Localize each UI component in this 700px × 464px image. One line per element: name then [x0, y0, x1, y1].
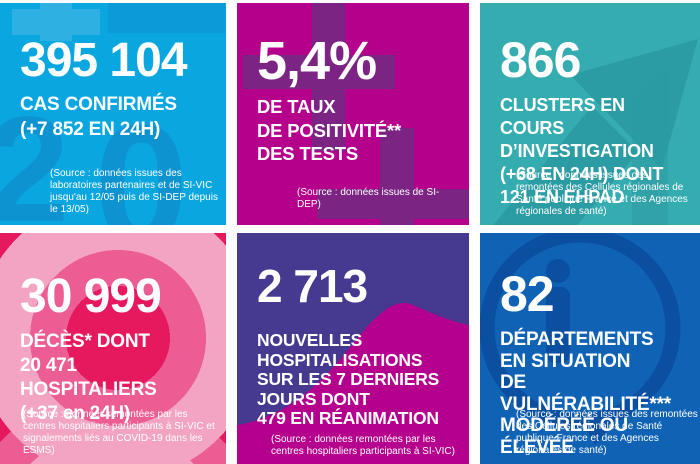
stat-label-line: D’INVESTIGATION — [500, 141, 654, 161]
stat-label: CLUSTERS EN COURS D’INVESTIGATION (+68 E… — [500, 94, 692, 209]
stat-value: 5,4% — [257, 31, 377, 91]
stat-label-line: DE VULNÉRABILITÉ*** — [500, 372, 671, 415]
stat-label-line: 121 EN EHPAD — [500, 187, 625, 207]
stat-label-line: MODÉRÉÉ OU ÉLEVÉE — [500, 415, 628, 458]
stat-label-line: SUR LES 7 DERNIERS — [257, 369, 440, 389]
stat-label: DÉCÈS* DONT 20 471 HOSPITALIERS (+37 en … — [20, 330, 218, 426]
stat-label-line: DE TAUX — [257, 96, 336, 117]
tile-new-hospitalisations: 2 713 NOUVELLES HOSPITALISATIONS SUR LES… — [237, 233, 469, 464]
stat-label-line: (+68 EN 24H) DONT — [500, 164, 664, 184]
stat-label-line: (+37 en 24H) — [20, 403, 131, 424]
tile-clusters: 866 CLUSTERS EN COURS D’INVESTIGATION (+… — [480, 3, 700, 225]
stat-value: 30 999 — [20, 270, 162, 323]
stat-value: 866 — [500, 32, 581, 88]
stat-label-line: EN SITUATION — [500, 350, 631, 372]
stat-label-line: HOSPITALISATIONS — [257, 349, 423, 370]
stat-label-line: DES TESTS — [257, 143, 358, 164]
source-note: (Source : données issues des laboratoire… — [50, 168, 218, 215]
source-note: (Source : données issues des remontées d… — [516, 170, 688, 217]
stat-label: CAS CONFIRMÉS (+7 852 EN 24H) — [20, 92, 218, 142]
stat-label-line: (+7 852 EN 24H) — [20, 119, 161, 140]
source-note: (Source : données issues des remontées d… — [516, 409, 698, 456]
stat-label-line: DÉPARTEMENTS — [500, 329, 654, 350]
stat-label-line: DE POSITIVITÉ** — [257, 119, 402, 141]
tile-vulnerable-departments: 82 DÉPARTEMENTS EN SITUATION DE VULNÉRAB… — [480, 233, 700, 464]
stat-value: 2 713 — [257, 260, 368, 312]
tile-deaths: 30 999 DÉCÈS* DONT 20 471 HOSPITALIERS (… — [0, 233, 226, 464]
stat-value: 82 — [500, 266, 555, 322]
tile-positivity-rate: 5,4% DE TAUX DE POSITIVITÉ** DES TESTS (… — [237, 3, 469, 225]
stat-label-line: 20 471 HOSPITALIERS — [20, 355, 157, 400]
stat-label-line: CAS CONFIRMÉS — [20, 94, 177, 115]
stat-label-line: JOURS DONT — [257, 388, 370, 409]
tile-confirmed-cases: 2 0 395 104 CAS CONFIRMÉS (+7 852 EN 24H… — [0, 3, 226, 225]
stat-value: 395 104 — [20, 34, 188, 87]
stat-label-line: CLUSTERS EN COURS — [500, 95, 625, 138]
stat-label-line: NOUVELLES — [257, 330, 363, 350]
stat-label-line: DÉCÈS* DONT — [20, 331, 150, 352]
source-note: (Source : données remontées par les cent… — [271, 434, 455, 457]
stat-label: NOUVELLES HOSPITALISATIONS SUR LES 7 DER… — [257, 330, 461, 429]
stat-label: DÉPARTEMENTS EN SITUATION DE VULNÉRABILI… — [500, 329, 692, 458]
stat-label-line: 479 EN RÉANIMATION — [257, 408, 439, 428]
source-note: (Source : données remontées par les cent… — [23, 409, 215, 456]
stat-label: DE TAUX DE POSITIVITÉ** DES TESTS — [257, 95, 461, 166]
source-note: (Source : données issues de SI-DEP) — [297, 187, 440, 210]
